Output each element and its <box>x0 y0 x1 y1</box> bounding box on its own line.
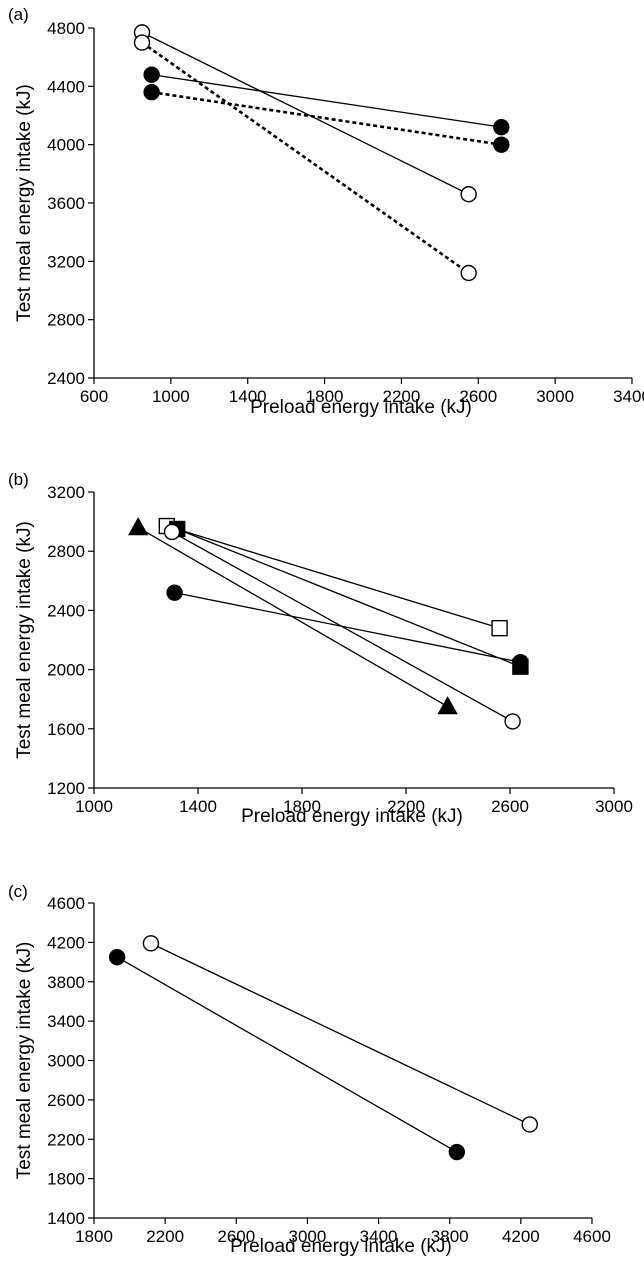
y-tick-label: 2200 <box>47 1130 85 1149</box>
data-point <box>491 619 508 637</box>
data-point <box>128 517 149 536</box>
x-tick-label: 3000 <box>536 387 574 406</box>
x-tick-label: 4600 <box>573 1227 611 1246</box>
x-axis-title: Preload energy intake (kJ) <box>250 397 472 418</box>
chart-panel: (a) 2400 2800 3200 3600 4000 4400 4800 600 1000 14… <box>8 5 644 418</box>
data-point <box>143 83 160 101</box>
series-line <box>151 74 502 128</box>
data-point <box>448 1143 466 1161</box>
series-line <box>151 90 502 146</box>
x-tick-label: 2200 <box>146 1227 184 1246</box>
y-tick-label: 1400 <box>47 1209 85 1228</box>
data-point <box>493 136 510 153</box>
data-point <box>166 584 183 601</box>
x-tick-label: 2600 <box>217 1227 255 1246</box>
x-tick-label: 1800 <box>306 387 344 406</box>
series-line <box>174 592 521 663</box>
series-line <box>150 942 531 1126</box>
x-tick-label: 3400 <box>360 1227 398 1246</box>
series-line <box>116 956 458 1153</box>
chart-panel: (c)1400180022002600300034003800420046001… <box>8 882 611 1257</box>
x-tick-label: 2200 <box>387 797 425 816</box>
x-tick-label: 4200 <box>502 1227 540 1246</box>
data-point <box>512 654 529 671</box>
x-tick-label: 600 <box>80 387 108 406</box>
series-line <box>176 528 521 668</box>
y-tick-label: 3400 <box>47 1012 85 1031</box>
y-tick-label: 4000 <box>47 136 85 155</box>
y-tick-label: 4600 <box>47 894 85 913</box>
y-tick-label: 2800 <box>47 542 85 561</box>
data-point <box>493 118 510 136</box>
data-point <box>504 713 521 730</box>
y-tick-label: 3600 <box>47 194 85 213</box>
y-tick-label: 3800 <box>47 973 85 992</box>
x-tick-label: 1000 <box>152 387 190 406</box>
chart-panel: (b) 1200 1600 2000 2400 2800 3200 1000 1400 1800 2… <box>8 470 633 827</box>
data-point <box>108 948 126 966</box>
y-tick-label: 3200 <box>47 252 85 271</box>
x-tick-label: 1800 <box>75 1227 113 1246</box>
y-tick-label: 4200 <box>47 933 85 952</box>
x-tick-label: 3000 <box>289 1227 327 1246</box>
y-axis-title: Test meal energy intake (kJ) <box>14 84 35 322</box>
panel-label: (a) <box>8 5 29 24</box>
x-tick-label: 2600 <box>459 387 497 406</box>
y-tick-label: 2000 <box>47 661 85 680</box>
y-tick-label: 2400 <box>47 369 85 388</box>
x-tick-label: 3800 <box>431 1227 469 1246</box>
data-point <box>521 1116 538 1133</box>
x-tick-label: 2200 <box>383 387 421 406</box>
data-point <box>163 523 181 541</box>
y-tick-label: 3000 <box>47 1052 85 1071</box>
x-tick-label: 3400 <box>613 387 644 406</box>
y-tick-label: 3200 <box>47 483 85 502</box>
y-tick-label: 1600 <box>47 720 85 739</box>
data-point <box>437 696 458 715</box>
x-tick-label: 1800 <box>283 797 321 816</box>
data-point <box>460 264 477 282</box>
data-point <box>133 34 151 51</box>
data-point <box>143 66 160 83</box>
x-tick-label: 1400 <box>179 797 217 816</box>
y-tick-label: 2800 <box>47 311 85 330</box>
series-line <box>166 525 500 629</box>
y-tick-label: 1800 <box>47 1170 85 1189</box>
y-tick-label: 1200 <box>47 779 85 798</box>
series-line <box>141 31 469 195</box>
y-tick-label: 2400 <box>47 601 85 620</box>
series-line <box>141 41 470 275</box>
x-tick-label: 2600 <box>491 797 529 816</box>
x-tick-label: 1400 <box>229 387 267 406</box>
x-tick-label: 3000 <box>595 797 633 816</box>
x-tick-label: 1000 <box>75 797 113 816</box>
y-tick-label: 4800 <box>47 19 85 38</box>
x-axis-title: Preload energy intake (kJ) <box>241 806 463 827</box>
y-axis-title: Test meal energy intake (kJ) <box>14 942 35 1180</box>
data-point <box>142 935 160 952</box>
panel-label: (c) <box>8 882 28 901</box>
y-tick-label: 4400 <box>47 77 85 96</box>
x-axis-title: Preload energy intake (kJ) <box>230 1236 452 1257</box>
y-tick-label: 2600 <box>47 1091 85 1110</box>
panel-label: (b) <box>8 470 29 489</box>
data-point <box>460 186 477 203</box>
y-axis-title: Test meal energy intake (kJ) <box>14 521 35 759</box>
